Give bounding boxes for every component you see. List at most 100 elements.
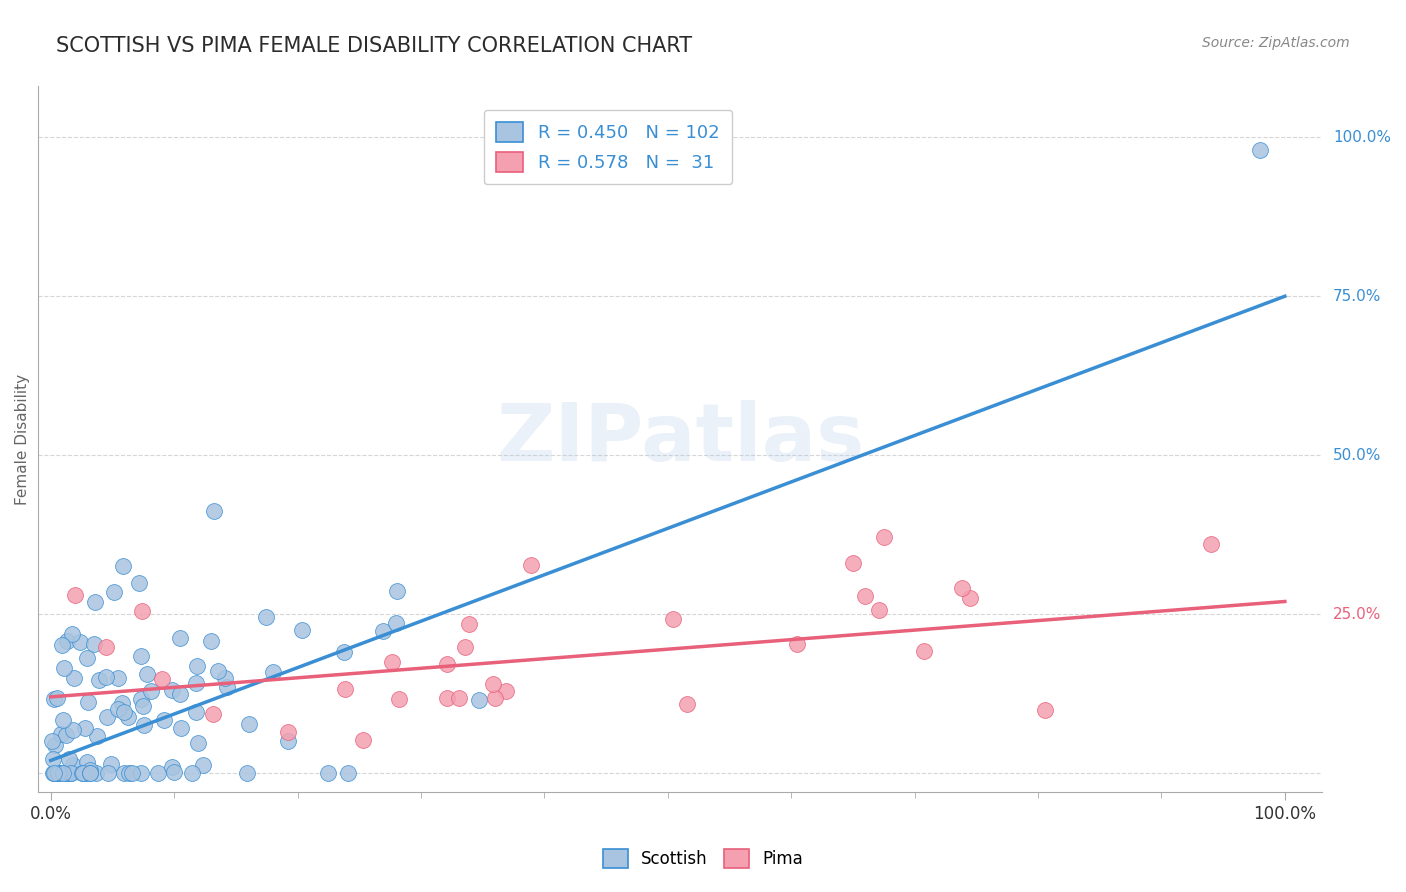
Point [84,766,107,780]
Point [146,766,169,780]
Point [1249,143,1271,157]
Point [484,690,506,705]
Point [89,673,111,687]
Point [959,591,981,605]
Point [51,638,73,652]
Point [79,764,101,778]
Point [950,581,973,595]
Point [186,676,208,690]
Point [238,717,260,731]
Point [72,766,94,780]
Point [454,640,477,654]
Point [45,766,67,780]
Text: Source: ZipAtlas.com: Source: ZipAtlas.com [1202,36,1350,50]
Point [134,718,156,732]
Point [868,603,890,617]
Point [129,766,152,780]
Point [458,616,481,631]
Point [63,671,86,685]
Point [42,751,65,765]
Text: 50.0%: 50.0% [1333,448,1381,463]
Point [467,693,489,707]
Y-axis label: Female Disability: Female Disability [15,374,30,505]
Point [79,766,101,780]
Point [70,766,93,780]
Point [96,710,118,724]
Point [129,692,152,706]
Point [186,705,208,719]
Point [336,766,359,780]
Point [139,684,162,698]
Point [60,627,83,641]
Point [56,766,79,780]
Point [131,604,153,618]
Point [187,737,209,751]
Point [112,766,135,780]
Point [153,714,176,728]
Point [277,725,299,739]
Point [207,665,229,679]
Point [132,699,155,714]
Point [121,766,143,780]
Point [97,766,120,780]
Point [49,726,72,740]
Point [1199,537,1222,551]
Point [236,766,259,780]
Point [46,690,69,705]
Point [169,687,191,701]
Point [46,766,69,780]
Point [381,655,404,669]
Point [200,633,222,648]
Point [388,692,411,706]
Point [842,557,865,571]
Point [786,637,808,651]
Point [214,671,236,685]
Point [86,729,108,743]
Point [373,624,395,638]
Point [495,683,517,698]
Point [44,766,66,780]
Point [180,766,202,780]
Point [384,616,406,631]
Point [42,766,65,780]
Point [481,677,503,691]
Point [291,623,314,637]
Point [55,765,77,780]
Point [128,576,150,591]
Point [436,691,458,706]
Point [59,766,82,780]
Point [162,682,184,697]
Point [117,710,139,724]
Point [160,760,183,774]
Point [58,752,80,766]
Text: ZIPatlas: ZIPatlas [496,401,865,478]
Point [76,695,98,709]
Point [150,672,173,686]
Point [79,766,101,780]
Point [44,739,66,753]
Point [201,706,224,721]
Point [52,766,75,780]
Point [112,559,135,574]
Point [136,667,159,681]
Point [69,635,91,649]
Text: 100.0%: 100.0% [1333,129,1391,145]
Point [1035,703,1057,717]
Point [112,705,135,719]
Point [52,713,75,727]
Point [447,690,470,705]
Point [55,728,77,742]
Point [335,681,357,696]
Point [169,632,191,646]
Point [163,764,186,779]
Point [873,530,896,544]
Point [661,611,683,625]
Point [103,585,125,599]
Point [277,733,299,747]
Point [46,766,69,780]
Point [83,637,105,651]
Point [675,697,697,711]
Point [59,766,82,780]
Point [56,634,79,648]
Point [94,670,117,684]
